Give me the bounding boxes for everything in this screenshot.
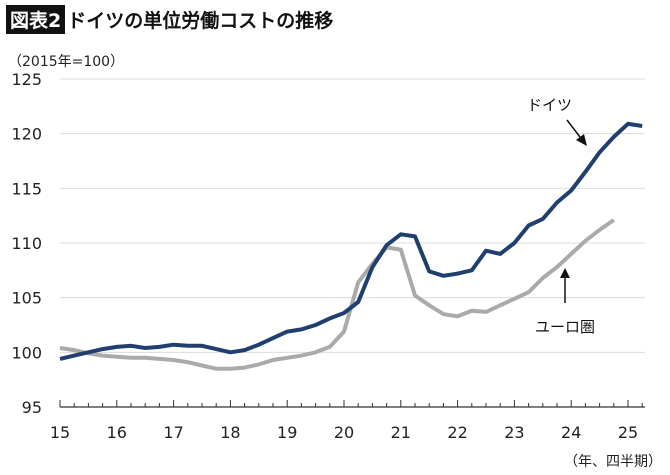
x-tick-label: 17 [163, 423, 183, 442]
y-tick-label: 95 [22, 398, 42, 417]
x-tick-label: 16 [107, 423, 127, 442]
legend-label-germany: ドイツ [527, 96, 572, 114]
title-text: ドイツの単位労働コストの推移 [67, 10, 334, 32]
y-tick-label: 120 [11, 125, 42, 144]
y-tick-label: 110 [11, 234, 42, 253]
x-tick-label: 18 [220, 423, 240, 442]
figure-badge: 図表2 [6, 5, 66, 34]
x-axis-label: （年、四半期） [564, 454, 662, 470]
x-tick-label: 19 [277, 423, 297, 442]
x-tick-label: 23 [504, 423, 524, 442]
unit-label: （2015年=100） [8, 54, 124, 70]
arrowhead-germany [576, 134, 587, 146]
x-tick-label: 24 [561, 423, 581, 442]
legend-label-eurozone: ユーロ圏 [535, 318, 595, 336]
y-tick-label: 115 [11, 179, 42, 198]
x-tick-label: 22 [447, 423, 467, 442]
x-tick-label: 20 [334, 423, 354, 442]
series-line-eurozone [59, 218, 615, 371]
y-tick-label: 125 [11, 70, 42, 89]
x-tick-label: 15 [50, 423, 70, 442]
x-tick-label: 21 [391, 423, 411, 442]
series-line-germany [59, 121, 643, 361]
x-tick-label: 25 [618, 423, 638, 442]
y-tick-label: 105 [11, 289, 42, 308]
arrowhead-eurozone [560, 268, 570, 278]
chart-title: 図表2 ドイツの単位労働コストの推移 [6, 5, 333, 34]
y-tick-label: 100 [11, 343, 42, 362]
